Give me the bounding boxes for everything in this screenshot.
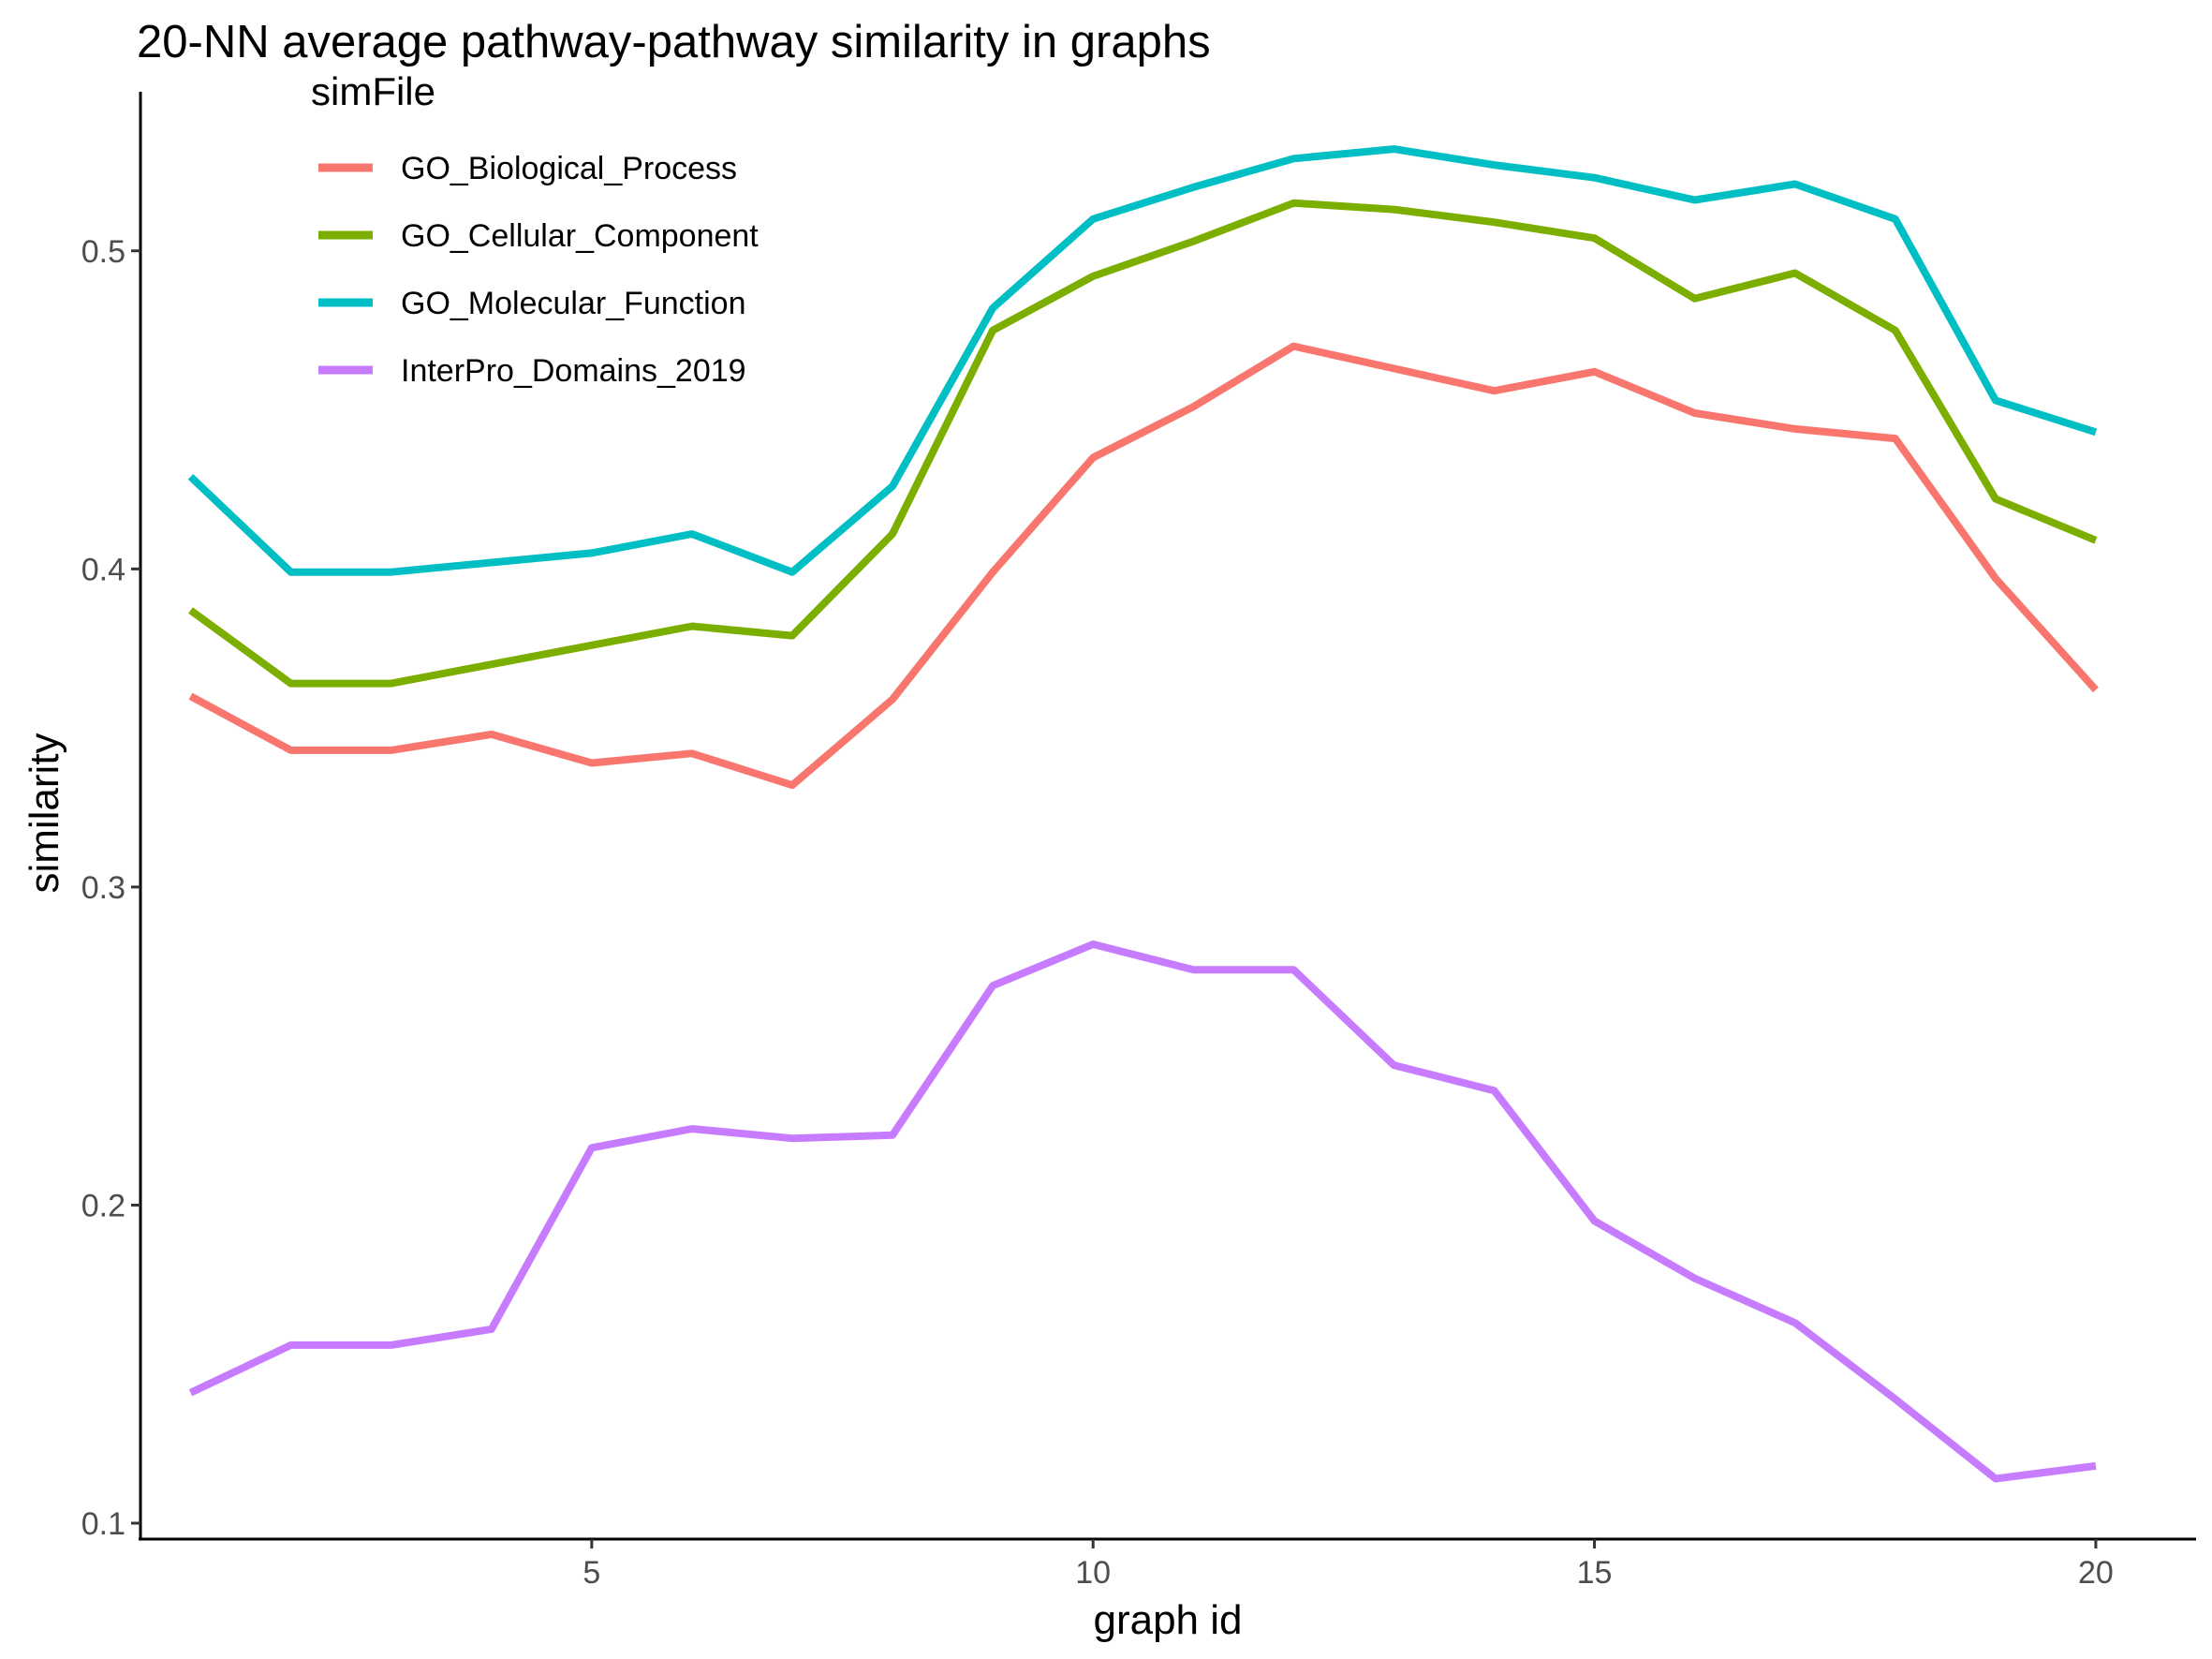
legend-label-go-cellular-component: GO_Cellular_Component (401, 218, 759, 254)
x-tick-label: 15 (1577, 1555, 1613, 1591)
legend: simFile GO_Biological_Process GO_Cellular… (311, 69, 759, 389)
y-axis-ticks: 0.1 0.2 0.3 0.4 0.5 (81, 234, 140, 1542)
y-tick-label: 0.2 (81, 1188, 125, 1223)
x-tick-label: 5 (582, 1555, 600, 1591)
y-tick-label: 0.3 (81, 870, 125, 906)
legend-label-interpro-domains-2019: InterPro_Domains_2019 (401, 353, 746, 389)
legend-label-go-molecular-function: GO_Molecular_Function (401, 286, 746, 321)
chart-title: 20-NN average pathway-pathway similarity… (137, 17, 1211, 67)
x-axis-title: graph id (1093, 1597, 1242, 1643)
series-line-go-cellular-component (188, 199, 2098, 688)
x-tick-label: 10 (1075, 1555, 1111, 1591)
x-tick-label: 20 (2078, 1555, 2114, 1591)
y-tick-label: 0.4 (81, 552, 125, 587)
series-layer (187, 145, 2099, 1483)
y-tick-label: 0.5 (81, 234, 125, 270)
series-line-go-molecular-function (187, 145, 2098, 576)
legend-title: simFile (311, 69, 435, 113)
series-line-go-biological-process (188, 342, 2099, 790)
series-line-interpro-domains-2019 (188, 941, 2097, 1483)
legend-label-go-biological-process: GO_Biological_Process (401, 151, 737, 186)
y-axis-title: similarity (22, 733, 67, 893)
y-tick-label: 0.1 (81, 1506, 125, 1542)
x-axis-ticks: 5 10 15 20 (582, 1539, 2114, 1591)
